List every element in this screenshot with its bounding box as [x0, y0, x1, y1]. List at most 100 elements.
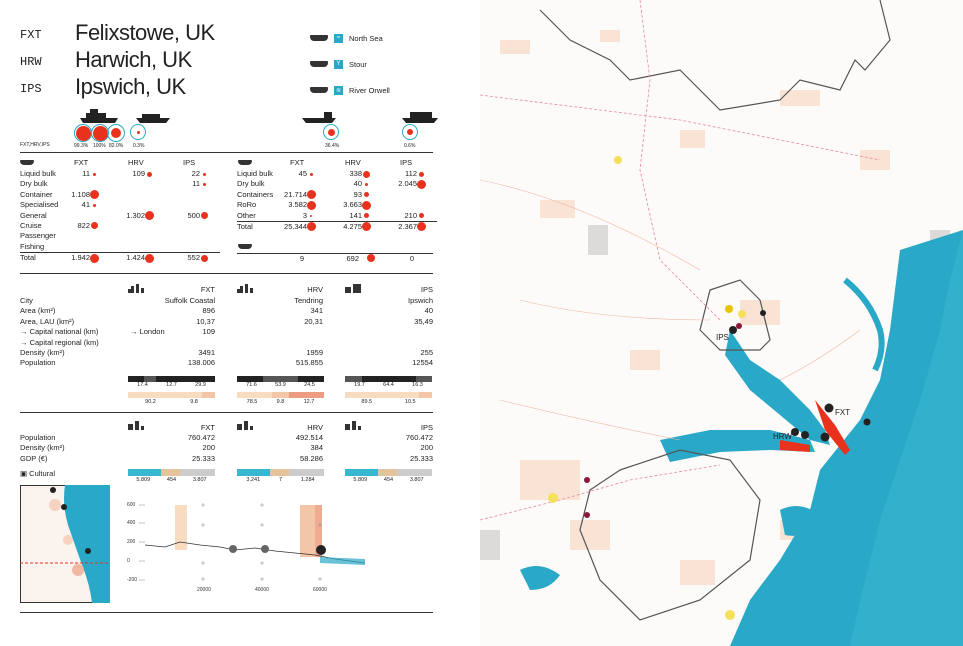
vessel-ship-icon: [238, 160, 252, 165]
row-label: Cruise: [20, 220, 42, 230]
cell-ips: 552: [187, 253, 200, 263]
row-label: Specialised: [20, 200, 59, 210]
row-label: Total: [20, 253, 36, 263]
value-dot: [92, 172, 96, 176]
value-dot: [364, 182, 368, 186]
cell-ips: 210: [404, 210, 417, 220]
value-dot: [90, 222, 98, 230]
divider: [20, 273, 433, 274]
table-row: Liquid bulk 11 109 22: [20, 169, 220, 179]
cell-fxt: 45: [298, 169, 307, 178]
city-skyline-icon: [237, 284, 253, 293]
regional-map[interactable]: IPS FXT HRW: [480, 0, 963, 646]
table-row: RoRo 3.582 3.663: [237, 200, 437, 210]
value-dot: [361, 222, 371, 232]
cell-fxt: 1.942: [71, 253, 90, 263]
city-skyline-icon: [128, 284, 144, 293]
cell-hrv: 109: [132, 169, 145, 178]
table-row: Cruise 822: [20, 221, 220, 231]
table-row: Total 25.344 4.275 2.367: [237, 220, 437, 232]
value-dot: [310, 214, 312, 217]
water-north-sea: ≈ North Sea: [310, 31, 383, 45]
passenger-ship-icon: [238, 244, 252, 249]
table-row: Container 1.108: [20, 190, 220, 200]
port-code-ips: IPS: [20, 82, 42, 96]
cell-hrv: 338: [349, 169, 362, 178]
cell-hrv: 93: [353, 189, 362, 199]
bar-hrv-top: [237, 376, 324, 382]
city-hrv: Tendring 341 20,31 1959 515.855: [294, 296, 323, 368]
svg-text:200: 200: [127, 539, 136, 545]
row-label: Total: [237, 221, 253, 231]
table-row: Liquid bulk 45 338 112: [237, 169, 437, 179]
value-dot: [146, 171, 152, 177]
value-dot: [418, 171, 424, 177]
vessel-table: Liquid bulk 45 338 112 Dry bulk 40 2.045 Contai…: [237, 169, 437, 232]
row-label: Dry bulk: [20, 179, 48, 189]
freight-table: Liquid bulk 11 109 22 Dry bulk 11 Container 1.1…: [20, 169, 220, 263]
bar-ips-bot: [345, 392, 432, 398]
value-dot: [202, 182, 206, 186]
cell-ips: 112: [405, 169, 417, 178]
cell-fxt: 822: [77, 220, 90, 230]
svg-text:-200: -200: [127, 577, 137, 583]
cell-hrv: 1.302: [126, 210, 145, 220]
value-dot: [309, 172, 313, 176]
cell-fxt: 41: [81, 200, 90, 210]
value-dot: [89, 253, 99, 263]
value-dot: [361, 200, 371, 210]
port-name-fxt: Felixstowe, UK: [75, 20, 215, 45]
value-dot: [144, 211, 154, 221]
table-row: Containers 21.714 93: [237, 190, 437, 200]
ring-tanker: [323, 124, 339, 140]
city-skyline-icon: [345, 284, 361, 293]
tanker-icon: [302, 112, 336, 123]
ship-icon: [310, 87, 328, 93]
cell-fxt: 3.582: [288, 200, 307, 210]
freight-ship-icon: [20, 160, 34, 165]
port-name-hrw: Harwich, UK: [75, 47, 192, 72]
table-row: Passenger: [20, 231, 220, 241]
cell-fxt: 25.344: [284, 221, 307, 231]
wave-icon: ≈: [334, 33, 343, 43]
elevation-profile: 600 400 200 0 -200 20000 40000 60000: [127, 502, 366, 593]
cell-ips: 2.367: [398, 221, 417, 231]
value-dot: [200, 212, 208, 220]
table-row: Fishing: [20, 242, 220, 252]
value-dot: [362, 170, 370, 178]
value-dot: [89, 190, 99, 200]
table-row: Specialised 41: [20, 200, 220, 210]
region-icon: [345, 421, 361, 430]
map-label-hrw: HRW: [773, 432, 792, 441]
cell-fxt: 1.108: [71, 189, 90, 199]
table-row: General 1.302 500: [20, 211, 220, 221]
water-stour: Y Stour: [310, 57, 367, 71]
nuts-ips: [345, 469, 432, 476]
bar-hrv-bot: [237, 392, 324, 398]
city-fxt: Suffolk Coastal 896 10,37 109 3491 138.0…: [164, 296, 215, 368]
svg-text:400: 400: [127, 520, 136, 526]
cell-fxt: 3: [302, 210, 307, 220]
value-dot: [363, 192, 369, 198]
table-row: Total 1.942 1.424 552: [20, 252, 220, 263]
cultural-label: ▣ Cultural: [20, 469, 56, 478]
row-label: Dry bulk: [237, 179, 265, 189]
ring-fxt: [74, 124, 92, 142]
row-label: General: [20, 210, 47, 220]
divider: [20, 412, 433, 413]
cell-hrv: 3.663: [343, 200, 362, 210]
cell-ips: 11: [192, 179, 200, 189]
value-dot: [92, 203, 96, 207]
ring-small: [130, 124, 146, 140]
svg-text:40000: 40000: [255, 587, 269, 593]
water-river-orwell: ≋ River Orwell: [310, 83, 390, 97]
bar-ips-top: [345, 376, 432, 382]
region-labels: Population Density (km²) GDP (€): [20, 433, 65, 463]
value-dot: [306, 222, 316, 232]
ship-silhouettes-icon: [80, 109, 170, 123]
svg-text:600: 600: [127, 502, 136, 508]
region-icon: [237, 421, 253, 430]
bar-fxt-top: [128, 376, 215, 382]
row-label: Liquid bulk: [20, 169, 56, 178]
capital-ref: → London: [130, 327, 165, 336]
